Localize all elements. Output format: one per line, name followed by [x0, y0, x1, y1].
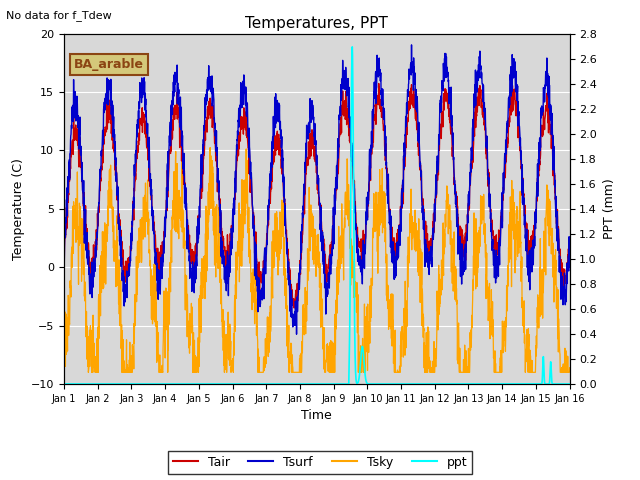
Legend: Tair, Tsurf, Tsky, ppt: Tair, Tsurf, Tsky, ppt: [168, 451, 472, 474]
Text: No data for f_Tdew: No data for f_Tdew: [6, 10, 112, 21]
Title: Temperatures, PPT: Temperatures, PPT: [245, 16, 388, 31]
Y-axis label: Temperature (C): Temperature (C): [12, 158, 26, 260]
Text: BA_arable: BA_arable: [74, 58, 144, 71]
Y-axis label: PPT (mm): PPT (mm): [603, 179, 616, 239]
X-axis label: Time: Time: [301, 409, 332, 422]
